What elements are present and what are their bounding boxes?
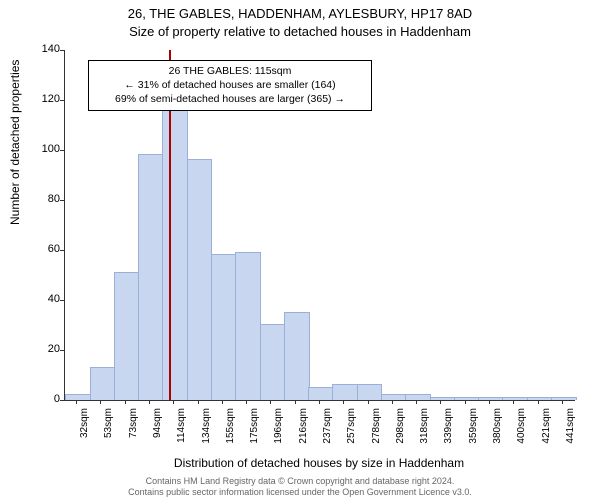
histogram-bar — [308, 387, 334, 401]
x-tick-label: 32sqm — [79, 408, 90, 453]
chart-title-main: 26, THE GABLES, HADDENHAM, AYLESBURY, HP… — [0, 6, 600, 21]
y-tick-mark — [60, 100, 64, 101]
x-tick-mark — [173, 400, 174, 404]
chart-title-sub: Size of property relative to detached ho… — [0, 24, 600, 39]
x-tick-label: 237sqm — [322, 408, 333, 453]
histogram-bar — [162, 109, 188, 400]
x-tick-mark — [76, 400, 77, 404]
x-tick-mark — [440, 400, 441, 404]
y-tick-label: 120 — [30, 93, 60, 105]
histogram-bar — [260, 324, 286, 400]
x-tick-label: 318sqm — [419, 408, 430, 453]
y-tick-mark — [60, 250, 64, 251]
y-tick-label: 20 — [30, 343, 60, 355]
x-tick-mark — [513, 400, 514, 404]
x-tick-label: 175sqm — [249, 408, 260, 453]
y-tick-mark — [60, 400, 64, 401]
x-tick-label: 257sqm — [346, 408, 357, 453]
histogram-bar — [430, 397, 456, 401]
y-tick-mark — [60, 200, 64, 201]
footer-line-2: Contains public sector information licen… — [0, 487, 600, 498]
x-tick-mark — [270, 400, 271, 404]
x-tick-label: 196sqm — [273, 408, 284, 453]
chart-footer: Contains HM Land Registry data © Crown c… — [0, 476, 600, 499]
x-tick-label: 400sqm — [516, 408, 527, 453]
x-tick-label: 359sqm — [468, 408, 479, 453]
y-tick-mark — [60, 150, 64, 151]
histogram-bar — [454, 397, 480, 401]
x-tick-mark — [149, 400, 150, 404]
x-tick-label: 216sqm — [298, 408, 309, 453]
footer-line-1: Contains HM Land Registry data © Crown c… — [0, 476, 600, 487]
y-tick-label: 60 — [30, 243, 60, 255]
histogram-bar — [187, 159, 213, 400]
annotation-line-3: 69% of semi-detached houses are larger (… — [95, 92, 365, 106]
histogram-bar — [65, 394, 91, 400]
x-tick-label: 73sqm — [128, 408, 139, 453]
histogram-bar — [405, 394, 431, 400]
x-tick-mark — [100, 400, 101, 404]
y-tick-mark — [60, 50, 64, 51]
histogram-bar — [284, 312, 310, 401]
y-axis-label: Number of detached properties — [8, 60, 22, 225]
x-tick-label: 53sqm — [103, 408, 114, 453]
y-tick-label: 140 — [30, 43, 60, 55]
x-tick-mark — [416, 400, 417, 404]
y-tick-label: 0 — [30, 393, 60, 405]
x-axis-label: Distribution of detached houses by size … — [64, 456, 574, 470]
x-tick-label: 278sqm — [371, 408, 382, 453]
x-tick-label: 380sqm — [492, 408, 503, 453]
y-tick-mark — [60, 350, 64, 351]
x-tick-mark — [295, 400, 296, 404]
x-tick-mark — [489, 400, 490, 404]
x-tick-mark — [343, 400, 344, 404]
y-tick-label: 100 — [30, 143, 60, 155]
x-tick-label: 421sqm — [541, 408, 552, 453]
x-tick-mark — [465, 400, 466, 404]
histogram-bar — [138, 154, 164, 400]
histogram-bar — [381, 394, 407, 400]
x-tick-mark — [222, 400, 223, 404]
y-tick-mark — [60, 300, 64, 301]
histogram-bar — [235, 252, 261, 401]
x-tick-label: 298sqm — [395, 408, 406, 453]
x-tick-mark — [562, 400, 563, 404]
histogram-bar — [90, 367, 116, 401]
x-tick-mark — [368, 400, 369, 404]
x-tick-label: 94sqm — [152, 408, 163, 453]
histogram-bar — [332, 384, 358, 400]
x-tick-mark — [198, 400, 199, 404]
annotation-line-1: 26 THE GABLES: 115sqm — [95, 64, 365, 78]
histogram-bar — [357, 384, 383, 400]
histogram-bar — [478, 397, 504, 401]
x-tick-mark — [392, 400, 393, 404]
histogram-bar — [114, 272, 140, 401]
x-tick-label: 441sqm — [565, 408, 576, 453]
x-tick-mark — [538, 400, 539, 404]
chart-container: 26, THE GABLES, HADDENHAM, AYLESBURY, HP… — [0, 0, 600, 500]
x-tick-label: 134sqm — [201, 408, 212, 453]
y-tick-label: 80 — [30, 193, 60, 205]
annotation-line-2: ← 31% of detached houses are smaller (16… — [95, 78, 365, 92]
histogram-bar — [211, 254, 237, 400]
x-tick-label: 114sqm — [176, 408, 187, 453]
histogram-bar — [551, 397, 577, 401]
y-tick-label: 40 — [30, 293, 60, 305]
x-tick-label: 339sqm — [443, 408, 454, 453]
histogram-bar — [527, 397, 553, 401]
annotation-box: 26 THE GABLES: 115sqm ← 31% of detached … — [88, 60, 372, 111]
x-tick-mark — [319, 400, 320, 404]
x-tick-mark — [246, 400, 247, 404]
x-tick-mark — [125, 400, 126, 404]
x-tick-label: 155sqm — [225, 408, 236, 453]
histogram-bar — [502, 397, 528, 401]
